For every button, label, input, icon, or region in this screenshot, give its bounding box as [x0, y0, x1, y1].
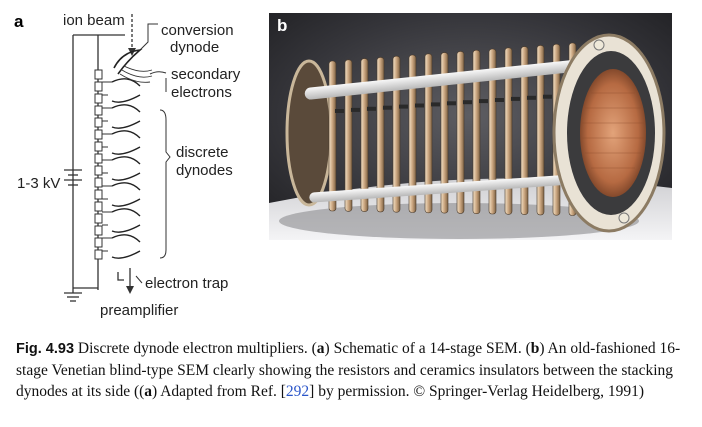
figure-label: Fig. 4.93 — [16, 341, 75, 357]
photo-resistor — [447, 101, 456, 106]
caption-text-1: Discrete dynode electron multipliers. ( — [74, 340, 317, 357]
photo-resistor — [383, 105, 392, 110]
dynode-plate — [408, 54, 417, 213]
dynode — [111, 172, 141, 181]
dynode-plate — [344, 59, 353, 212]
dynode — [111, 224, 141, 233]
photo-resistor — [511, 96, 520, 101]
ground-icon — [64, 288, 82, 302]
dynode — [111, 198, 141, 207]
dynode-stack — [102, 78, 141, 259]
voltage-label: 1-3 kV — [17, 175, 60, 192]
photo-resistor — [463, 100, 472, 105]
caption-ref-a: a — [316, 340, 325, 357]
discrete-dynodes-bracket — [159, 109, 171, 259]
dynode-plate — [424, 53, 433, 214]
caption-ref-a-2: a — [144, 383, 153, 400]
resistor — [94, 69, 103, 80]
panel-b-letter: b — [277, 16, 288, 35]
resistor — [94, 93, 103, 104]
photo-panel-b: b — [269, 13, 672, 240]
caption-text-5: ] by permission. © Springer-Verlag Heide… — [309, 383, 645, 400]
resistor — [94, 177, 103, 188]
conversion-dynode-label-1: conversion — [161, 22, 234, 39]
dynode — [111, 120, 141, 129]
secondary-electrons-label-2: electrons — [171, 84, 232, 101]
caption-ref-b: b — [530, 340, 540, 357]
dynode-plate — [360, 58, 369, 212]
resistor — [94, 105, 103, 116]
dynode-plate — [520, 46, 529, 215]
dynode-plate — [536, 45, 545, 216]
dynode-plate — [328, 60, 337, 212]
dynode-plate — [376, 57, 385, 213]
dynode-plate — [472, 49, 481, 215]
preamplifier-label: preamplifier — [100, 302, 178, 319]
rear-end-plate — [285, 59, 333, 207]
photo-resistor — [495, 98, 504, 102]
sem-photo — [269, 13, 672, 240]
dynode-plates — [328, 42, 584, 216]
dynode-plate — [456, 51, 465, 214]
schematic-panel-a: a ion beam conversion dynode secondary e… — [14, 12, 241, 319]
discrete-dynodes-label-2: dynodes — [176, 162, 233, 179]
secondary-electron-rays — [119, 65, 153, 83]
copper-grid — [580, 69, 646, 197]
resistor — [94, 117, 103, 128]
dynode-plate — [392, 55, 401, 213]
secondary-electrons-pointer — [149, 71, 167, 75]
dynode — [111, 156, 141, 165]
photo-resistor — [335, 109, 344, 113]
resistor — [94, 189, 103, 200]
reference-link[interactable]: 292 — [285, 383, 310, 400]
resistor-chain — [94, 69, 103, 260]
battery-icon — [64, 169, 82, 186]
figure-caption: Fig. 4.93 Discrete dynode electron multi… — [16, 338, 682, 402]
electron-trap-label: electron trap — [145, 275, 228, 292]
dynode — [111, 146, 141, 155]
electron-trap — [117, 272, 124, 281]
resistor — [94, 165, 103, 176]
conversion-dynode-pointer — [139, 23, 158, 51]
dynode — [111, 208, 141, 217]
photo-resistor — [415, 103, 424, 108]
resistor — [94, 249, 103, 260]
ceramic-rod-top — [304, 58, 594, 100]
photo-resistor — [527, 95, 536, 100]
secondary-electrons-label-1: secondary — [171, 66, 241, 83]
resistor — [94, 213, 103, 224]
discrete-dynodes-label-1: discrete — [176, 144, 229, 161]
dynode-plate — [440, 52, 449, 214]
preamplifier-arrow — [126, 286, 134, 294]
dynode — [111, 104, 141, 113]
resistor — [94, 129, 103, 140]
caption-text-2: ) Schematic of a 14-stage SEM. ( — [324, 340, 531, 357]
resistor — [94, 141, 103, 152]
caption-text-3: ) An old-fashioned 16-stage Venetian bli… — [16, 340, 681, 400]
conversion-dynode-label-2: dynode — [170, 39, 219, 56]
dynode — [111, 94, 141, 103]
resistor — [94, 81, 103, 92]
panel-a-letter: a — [14, 12, 24, 31]
dynode — [111, 130, 141, 139]
dynode — [111, 182, 141, 191]
ceramic-rod-bottom — [309, 173, 589, 203]
dynode — [111, 250, 141, 259]
dynode-plate — [488, 48, 497, 215]
dynode — [111, 78, 141, 87]
resistor — [94, 153, 103, 164]
dynode — [111, 234, 141, 243]
photo-resistor — [431, 102, 440, 107]
photo-resistor — [479, 99, 488, 104]
resistor — [94, 225, 103, 236]
caption-text-4: ) Adapted from Ref. [ — [152, 383, 286, 400]
dynode-plate — [504, 47, 513, 215]
resistor — [94, 237, 103, 248]
photo-resistor — [543, 94, 552, 99]
photo-resistor — [399, 104, 408, 109]
photo-resistor — [351, 107, 360, 112]
resistor — [94, 201, 103, 212]
ion-beam-label: ion beam — [63, 12, 125, 29]
photo-resistor — [367, 106, 376, 111]
